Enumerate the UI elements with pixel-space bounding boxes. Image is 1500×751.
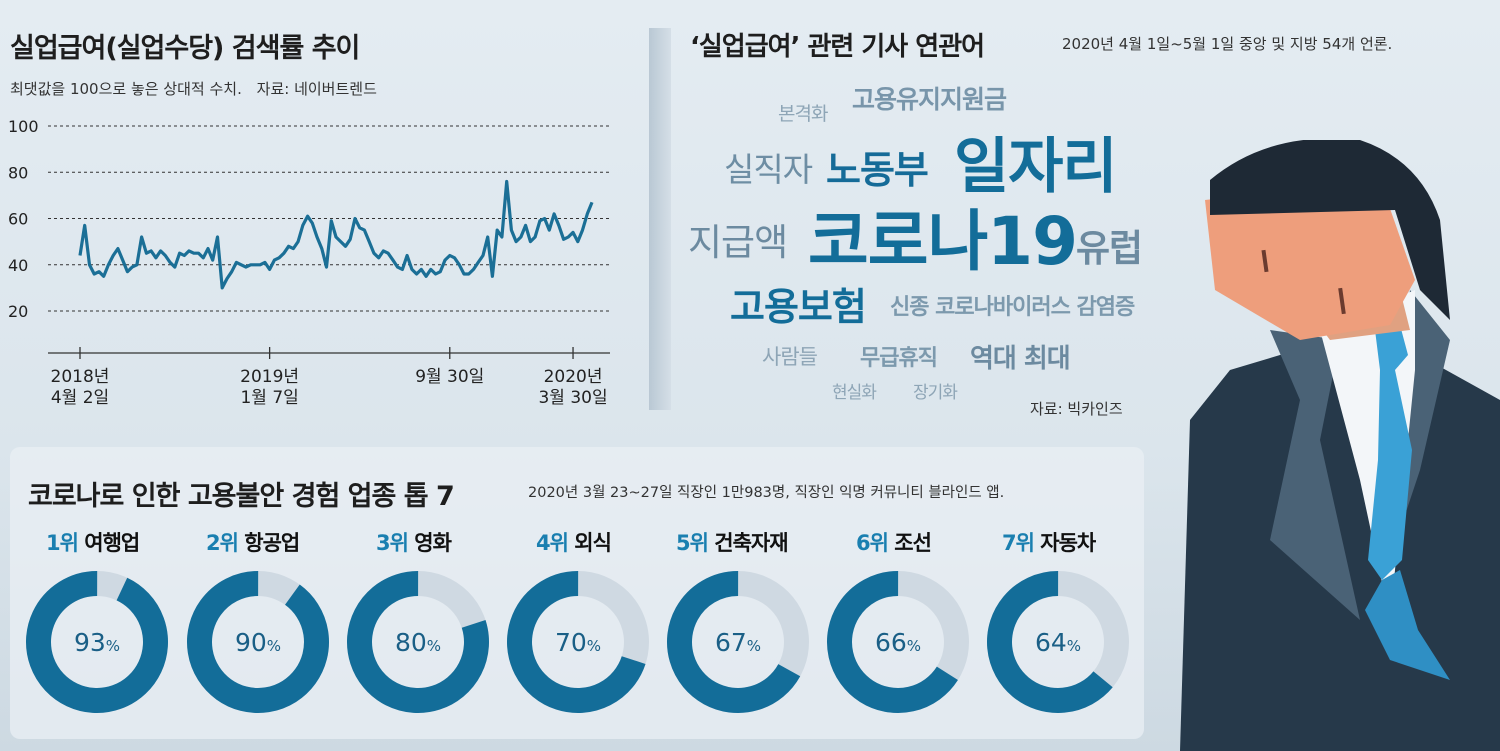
x-tick-label: 2019년 1월 7일 [240,367,300,408]
y-tick-label: 20 [8,302,28,321]
donut-value-label: 66% [875,628,921,657]
keyword-11: 사람들 [762,345,818,369]
keyword-9: 고용보험 [730,285,867,329]
keyword-10: 신종 코로나바이러스 감염증 [890,295,1135,320]
donut-arc [507,571,649,713]
keyword-5: 일자리 [954,132,1118,202]
y-tick-label: 40 [8,256,28,275]
donut-3: 80% [347,571,489,713]
donut-value-label: 64% [1035,628,1081,657]
industry-name: 건축자재 [714,531,788,555]
ranking-title: 코로나로 인한 고용불안 경험 업종 톱 7 [28,481,455,512]
rank-label-2: 2위 항공업 [206,527,300,557]
industry-name: 조선 [894,531,932,555]
ranking-donut-charts: 93% 90% 80% 70% 67% 66% 64% [26,571,1129,713]
section-divider [649,28,671,410]
keyword-14: 현실화 [832,383,877,403]
donut-arc [26,571,168,713]
industry-name: 영화 [414,531,452,555]
rank-number: 5위 [676,531,715,555]
keyword-15: 장기화 [913,383,958,403]
keyword-13: 역대 최대 [970,344,1071,374]
keyword-12: 무급휴직 [860,346,938,371]
rank-number: 7위 [1002,531,1041,555]
rank-label-7: 7위 자동차 [1002,527,1096,557]
rank-label-5: 5위 건축자재 [676,527,789,557]
ranking-note: 2020년 3월 23~27일 직장인 1만983명, 직장인 익명 커뮤니티 … [528,485,1005,501]
donut-value-label: 70% [555,628,601,657]
donut-6: 66% [827,571,969,713]
rank-number: 1위 [46,531,85,555]
wordcloud-note: 2020년 4월 1일~5월 1일 중앙 및 지방 54개 언론. [1062,35,1393,53]
line-chart-source: 자료: 네이버트렌드 [256,80,377,98]
line-chart-subtitle-text: 최댓값을 100으로 놓은 상대적 수치. [10,80,242,98]
rank-number: 4위 [536,531,575,555]
keyword-4: 노동부 [826,148,929,192]
line-chart-x-ticks [79,347,574,359]
donut-arc [667,571,809,713]
donut-value-label: 80% [395,628,441,657]
industry-name: 여행업 [84,531,140,555]
donut-5: 67% [667,571,809,713]
keyword-2: 고용유지지원금 [852,85,1007,114]
search-rate-series-line [78,179,594,290]
rank-label-3: 3위 영화 [376,527,452,557]
keyword-6: 지급액 [688,221,788,264]
industry-name: 외식 [574,531,612,555]
rank-label-1: 1위 여행업 [46,527,140,557]
line-chart-subtitle: 최댓값을 100으로 놓은 상대적 수치. 자료: 네이버트렌드 [10,78,377,99]
donut-value-label: 90% [235,628,281,657]
donut-value-label: 67% [715,628,761,657]
y-tick-label: 80 [8,163,28,182]
wordcloud-source: 자료: 빅카인즈 [1030,400,1123,418]
line-chart-gridlines [48,125,610,312]
donut-value-label: 93% [74,628,120,657]
wordcloud-title: ‘실업급여’ 관련 기사 연관어 [690,32,985,62]
keyword-7: 코로나19 [808,203,1078,280]
line-chart-y-ticks: 20 40 60 80 100 [8,117,39,321]
industry-name: 항공업 [244,531,300,555]
rank-number: 3위 [376,531,415,555]
x-tick-label: 9월 30일 [415,367,485,387]
donut-7: 64% [987,571,1129,713]
x-tick-label: 2020년 3월 30일 [538,367,608,408]
rank-label-6: 6위 조선 [856,527,932,557]
donut-4: 70% [507,571,649,713]
businessman-illustration [1180,140,1500,751]
keyword-8: 유럽 [1076,227,1143,270]
rank-number: 2위 [206,531,245,555]
line-chart-title: 실업급여(실업수당) 검색률 추이 [10,33,360,64]
y-tick-label: 60 [8,210,28,229]
donut-2: 90% [187,571,329,713]
donut-1: 93% [26,571,168,713]
industry-name: 자동차 [1040,531,1096,555]
donut-arc [827,571,969,713]
keyword-1: 본격화 [778,103,828,125]
search-rate-line-chart: 20 40 60 80 100 [8,117,610,359]
y-tick-label: 100 [8,117,39,136]
rank-label-4: 4위 외식 [536,527,612,557]
rank-number: 6위 [856,531,895,555]
x-tick-label: 2018년 4월 2일 [50,367,110,408]
keyword-3: 실직자 [724,150,813,189]
